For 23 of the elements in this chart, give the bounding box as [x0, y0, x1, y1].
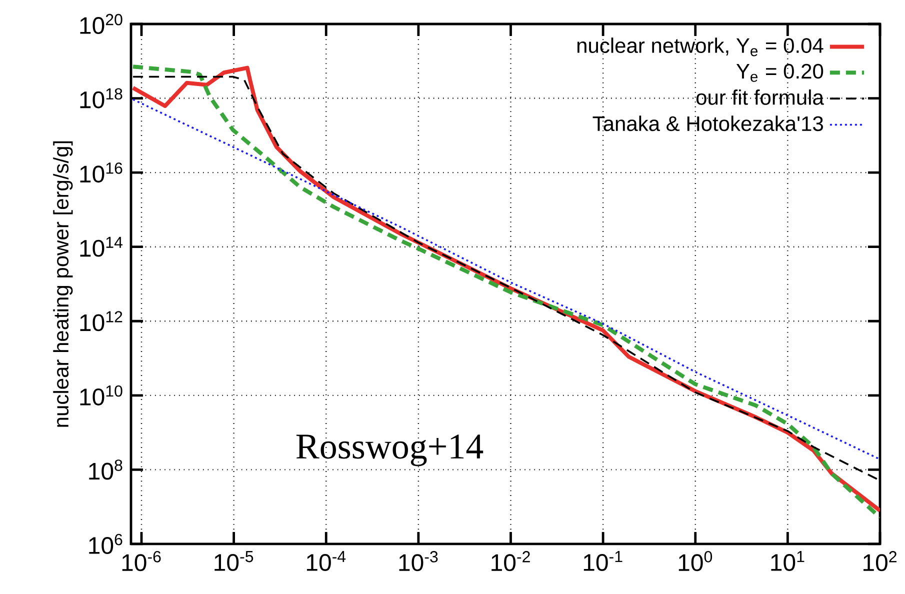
- y-tick-label: 10$^{16}$: [80, 162, 122, 183]
- legend-label: Tanaka & Hotokezaka'13: [592, 116, 823, 132]
- x-tick-label: 10$^{-1}$: [584, 551, 622, 571]
- x-tick-label: 10$^{0}$: [678, 551, 712, 572]
- y-axis-title: nuclear heating power [erg/s/g]: [53, 141, 73, 427]
- y-tick-label: 10$^{18}$: [80, 88, 122, 108]
- x-tick-label: 10$^{-5}$: [214, 551, 254, 571]
- y-tick-label: 10$^{20}$: [80, 14, 122, 34]
- x-tick-label: 10$^{2}$: [864, 551, 896, 572]
- x-tick-label: 10$^{-3}$: [399, 551, 438, 572]
- y-tick-label: 10$^{8}$: [89, 460, 122, 480]
- y-tick-label: 10$^{6}$: [89, 534, 122, 554]
- x-tick-label: 10$^{-4}$: [306, 551, 346, 571]
- y-tick-label: 10$^{14}$: [80, 236, 122, 257]
- x-tick-label: 10$^{-6}$: [122, 551, 161, 572]
- legend-label: Y$_{e}$ = 0.20: [736, 64, 824, 82]
- y-tick-label: 10$^{10}$: [80, 385, 122, 406]
- x-tick-label: 10$^{1}$: [771, 551, 804, 571]
- x-tick-label: 10$^{-2}$: [492, 551, 530, 572]
- legend-label: nuclear network, Y$_{e}$ = 0.04: [577, 38, 824, 56]
- legend-label: our fit formula: [696, 89, 824, 105]
- y-tick-label: 10$^{12}$: [80, 311, 122, 332]
- annotation: Rosswog+14: [296, 434, 484, 466]
